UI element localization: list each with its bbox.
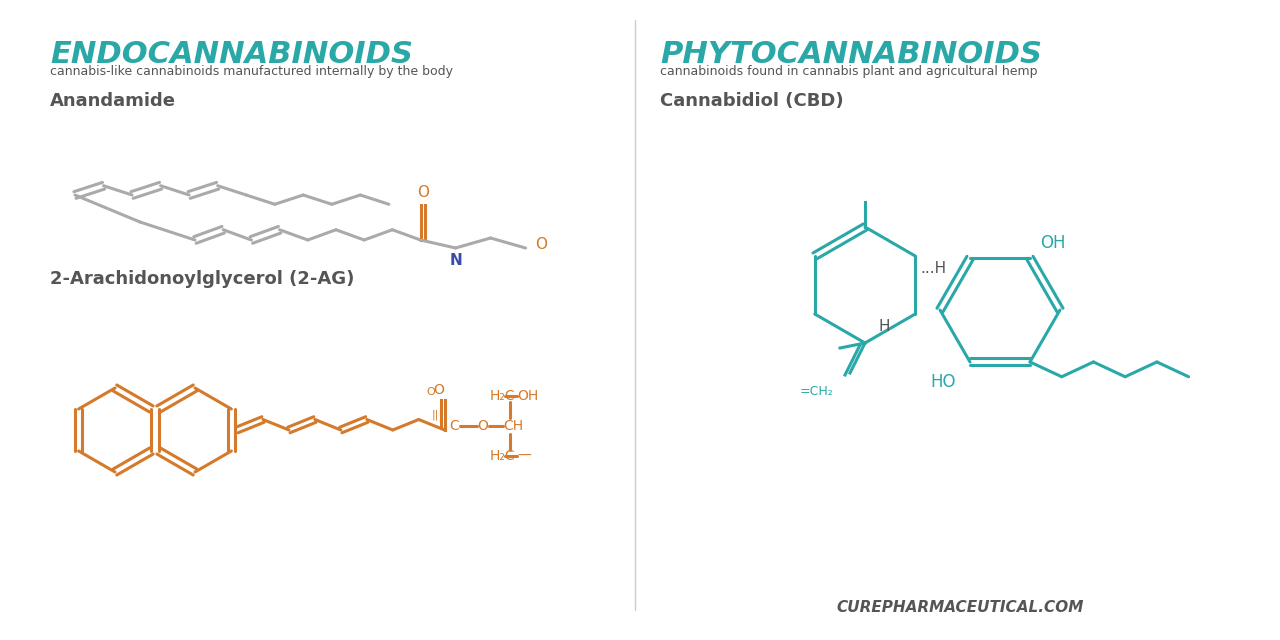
Text: Anandamide: Anandamide	[50, 92, 177, 110]
Text: O: O	[477, 419, 489, 433]
Text: CUREPHARMACEUTICAL.COM: CUREPHARMACEUTICAL.COM	[836, 600, 1084, 615]
Text: O: O	[426, 387, 435, 397]
Text: H₂C: H₂C	[490, 389, 516, 403]
Text: H: H	[879, 319, 890, 334]
Text: N: N	[449, 253, 462, 268]
Text: 2-Arachidonoylglycerol (2-AG): 2-Arachidonoylglycerol (2-AG)	[50, 270, 355, 288]
Text: OH: OH	[1039, 234, 1065, 252]
Text: cannabinoids found in cannabis plant and agricultural hemp: cannabinoids found in cannabis plant and…	[660, 65, 1038, 78]
Text: =CH₂: =CH₂	[799, 385, 833, 398]
Text: O: O	[417, 185, 430, 200]
Text: O: O	[535, 237, 548, 252]
Text: PHYTOCANNABINOIDS: PHYTOCANNABINOIDS	[660, 40, 1042, 69]
Text: ||: ||	[433, 410, 439, 420]
Text: ...H: ...H	[920, 261, 946, 276]
Text: —: —	[517, 449, 531, 463]
Text: CH: CH	[504, 419, 524, 433]
Text: C: C	[449, 419, 460, 433]
Text: HO: HO	[931, 373, 955, 391]
Text: OH: OH	[517, 389, 539, 403]
Text: H₂C: H₂C	[490, 449, 516, 463]
Text: cannabis-like cannabinoids manufactured internally by the body: cannabis-like cannabinoids manufactured …	[50, 65, 453, 78]
Text: O: O	[433, 383, 444, 397]
Text: ENDOCANNABINOIDS: ENDOCANNABINOIDS	[50, 40, 413, 69]
Text: Cannabidiol (CBD): Cannabidiol (CBD)	[660, 92, 844, 110]
